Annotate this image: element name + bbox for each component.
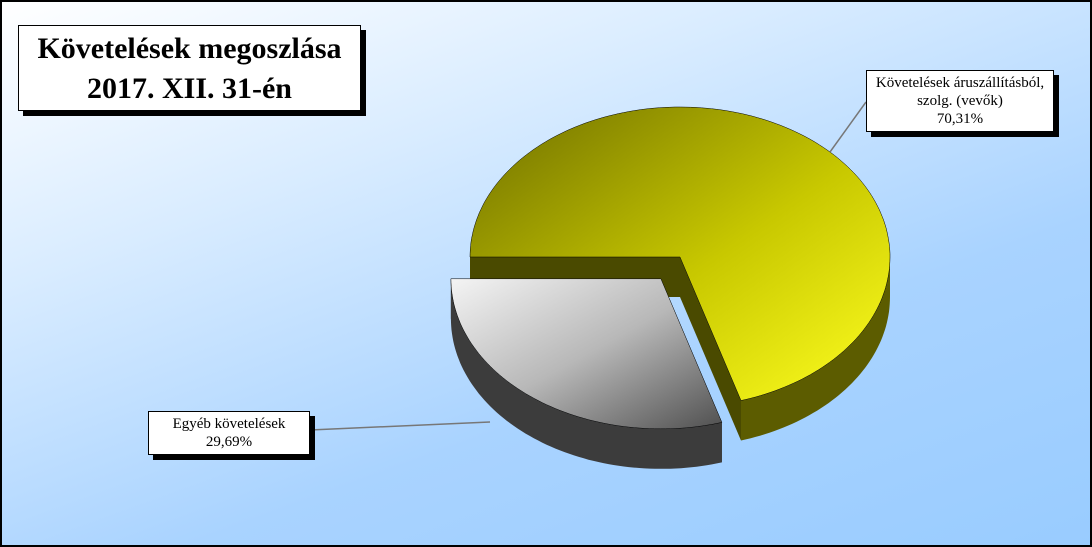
slice-side (450, 278, 722, 469)
label-value: 70,31% (936, 111, 984, 127)
slice-side (741, 257, 890, 441)
data-label: Követelések áruszállításból, szolg. (vev… (866, 70, 1054, 132)
slice (450, 278, 723, 430)
data-label: Egyéb követelések 29,69% (148, 411, 310, 455)
label-name: Követelések áruszállításból, szolg. (vev… (875, 75, 1045, 109)
chart-title: Követelések megoszlása 2017. XII. 31-én (18, 25, 361, 111)
slice-wall (680, 257, 741, 441)
slice (469, 106, 891, 401)
label-name: Egyéb követelések (172, 416, 286, 432)
leader-line (829, 101, 867, 153)
title-line: 2017. XII. 31-én (86, 72, 292, 105)
title-line: Követelések megoszlása (37, 32, 342, 65)
leader-line (309, 421, 491, 431)
label-value: 29,69% (205, 434, 253, 450)
